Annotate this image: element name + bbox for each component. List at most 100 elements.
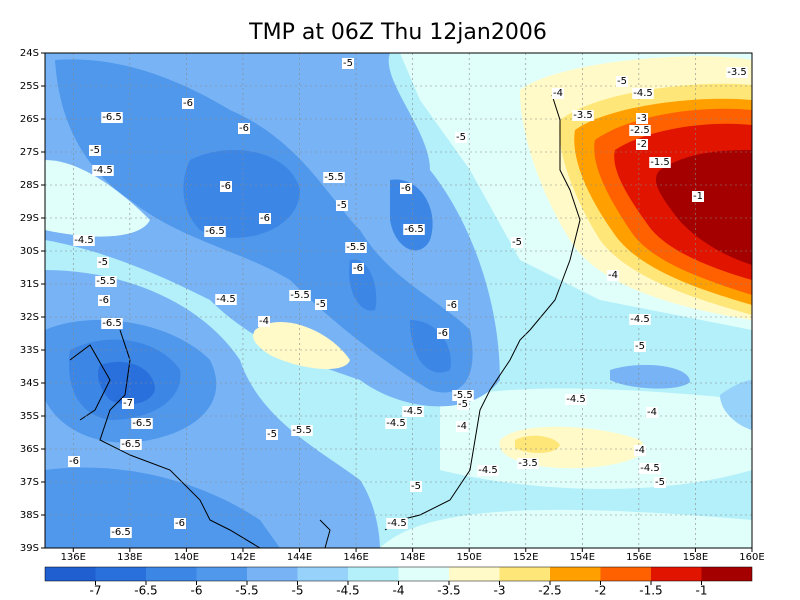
colorbar-box <box>449 567 500 581</box>
contour-label-bg <box>204 226 226 237</box>
contour-label: -2 <box>637 139 647 150</box>
lon-label: 138E <box>117 552 142 563</box>
colorbar-label: -3 <box>494 584 506 598</box>
contour-label-bg <box>607 270 619 281</box>
contour-label: -6 <box>69 456 79 467</box>
contour-label: -4.5 <box>633 88 653 99</box>
contour-label: -3.5 <box>727 67 747 78</box>
lon-label: 152E <box>513 552 538 563</box>
contour-label: -2.5 <box>630 125 650 136</box>
contour-label-bg <box>73 235 95 246</box>
contour-label: -6 <box>447 300 457 311</box>
contour-label-bg <box>572 110 594 121</box>
contour-label-bg <box>289 290 311 301</box>
contour-label-bg <box>131 418 153 429</box>
contour-label: -4.5 <box>93 165 113 176</box>
lat-label: 25S <box>20 81 39 92</box>
contour-label: -6 <box>438 328 448 339</box>
contour-label: -4 <box>259 316 269 327</box>
lon-label: 142E <box>230 552 255 563</box>
colorbar-label: -2.5 <box>538 584 561 598</box>
contour-label-bg <box>89 145 101 156</box>
contour-label-bg <box>629 125 651 136</box>
contour-label: -3.5 <box>518 458 538 469</box>
contour-label: -4 <box>608 270 618 281</box>
contour-label-bg <box>452 390 474 401</box>
contour-label: -4.5 <box>74 235 94 246</box>
lat-label: 33S <box>20 345 39 356</box>
contour-label: -5 <box>655 477 665 488</box>
contour-label-bg <box>266 429 278 440</box>
colorbar-label: -7 <box>90 584 102 598</box>
contour-label: -6 <box>175 518 185 529</box>
contour-label-bg <box>646 407 658 418</box>
contour-label-bg <box>342 58 354 69</box>
contour-label-bg <box>182 98 194 109</box>
contour-label: -5 <box>267 429 277 440</box>
colorbar-box <box>600 567 651 581</box>
contour-label-bg <box>456 421 468 432</box>
contour-label: -6.5 <box>102 112 122 123</box>
lon-label: 136E <box>61 552 86 563</box>
colorbar-label: -4.5 <box>336 584 359 598</box>
contour-label: -5 <box>635 341 645 352</box>
contour-label-bg <box>649 157 671 168</box>
contour-label-bg <box>400 183 412 194</box>
contour-label-bg <box>517 458 539 469</box>
lon-label: 146E <box>343 552 368 563</box>
contour-label: -4.5 <box>387 518 407 529</box>
contour-label: -5.5 <box>290 290 310 301</box>
lat-label: 30S <box>20 246 39 257</box>
contour-label-bg <box>410 481 422 492</box>
contour-label-bg <box>92 165 114 176</box>
contour-label-bg <box>336 200 348 211</box>
lat-label: 24S <box>20 48 39 59</box>
contour-label-bg <box>403 224 425 235</box>
contour-label-bg <box>238 123 250 134</box>
title: TMP at 06Z Thu 12jan2006 <box>248 20 547 45</box>
contour-label: -4 <box>635 445 645 456</box>
colorbar-label: -2 <box>595 584 607 598</box>
contour-label-bg <box>726 67 748 78</box>
contour-label-bg <box>110 527 132 538</box>
colorbar-box <box>95 567 146 581</box>
lon-label: 140E <box>174 552 199 563</box>
contour-label: -6 <box>401 183 411 194</box>
lat-label: 36S <box>20 444 39 455</box>
contour-label-bg <box>98 295 110 306</box>
contour-label-bg <box>552 88 564 99</box>
contour-label: -6 <box>260 213 270 224</box>
contour-label: -4 <box>553 88 563 99</box>
lon-label: 144E <box>287 552 312 563</box>
contour-label-bg <box>385 418 407 429</box>
contour-label: -5 <box>337 200 347 211</box>
contour-label-bg <box>258 316 270 327</box>
contour-label-bg <box>455 132 467 143</box>
contour-label: -6.5 <box>404 224 424 235</box>
contour-label: -6.5 <box>111 527 131 538</box>
colorbar-box <box>348 567 399 581</box>
contour-label-bg <box>634 341 646 352</box>
contour-label-bg <box>636 139 648 150</box>
contour-label: -5 <box>98 257 108 268</box>
frame <box>44 52 753 549</box>
contour-label: -6 <box>183 98 193 109</box>
contour-label-bg <box>636 113 648 124</box>
contour-label: -5.5 <box>453 390 473 401</box>
lon-label: 154E <box>570 552 595 563</box>
contour-label-bg <box>634 445 646 456</box>
contour-label: -6 <box>353 263 363 274</box>
contour-label-bg <box>120 439 142 450</box>
contour-label-bg <box>692 191 704 202</box>
contour-label: -1 <box>693 191 703 202</box>
contour-label: -5.5 <box>292 425 312 436</box>
contour-label-bg <box>323 172 345 183</box>
contour-label: -4.5 <box>386 418 406 429</box>
colorbar-label: -3.5 <box>437 584 460 598</box>
colorbar-label: -6 <box>191 584 203 598</box>
colorbar-label: -5 <box>292 584 304 598</box>
contour-label: -6.5 <box>205 226 225 237</box>
lat-label: 39S <box>20 543 39 554</box>
contour-label: -4.5 <box>216 294 236 305</box>
